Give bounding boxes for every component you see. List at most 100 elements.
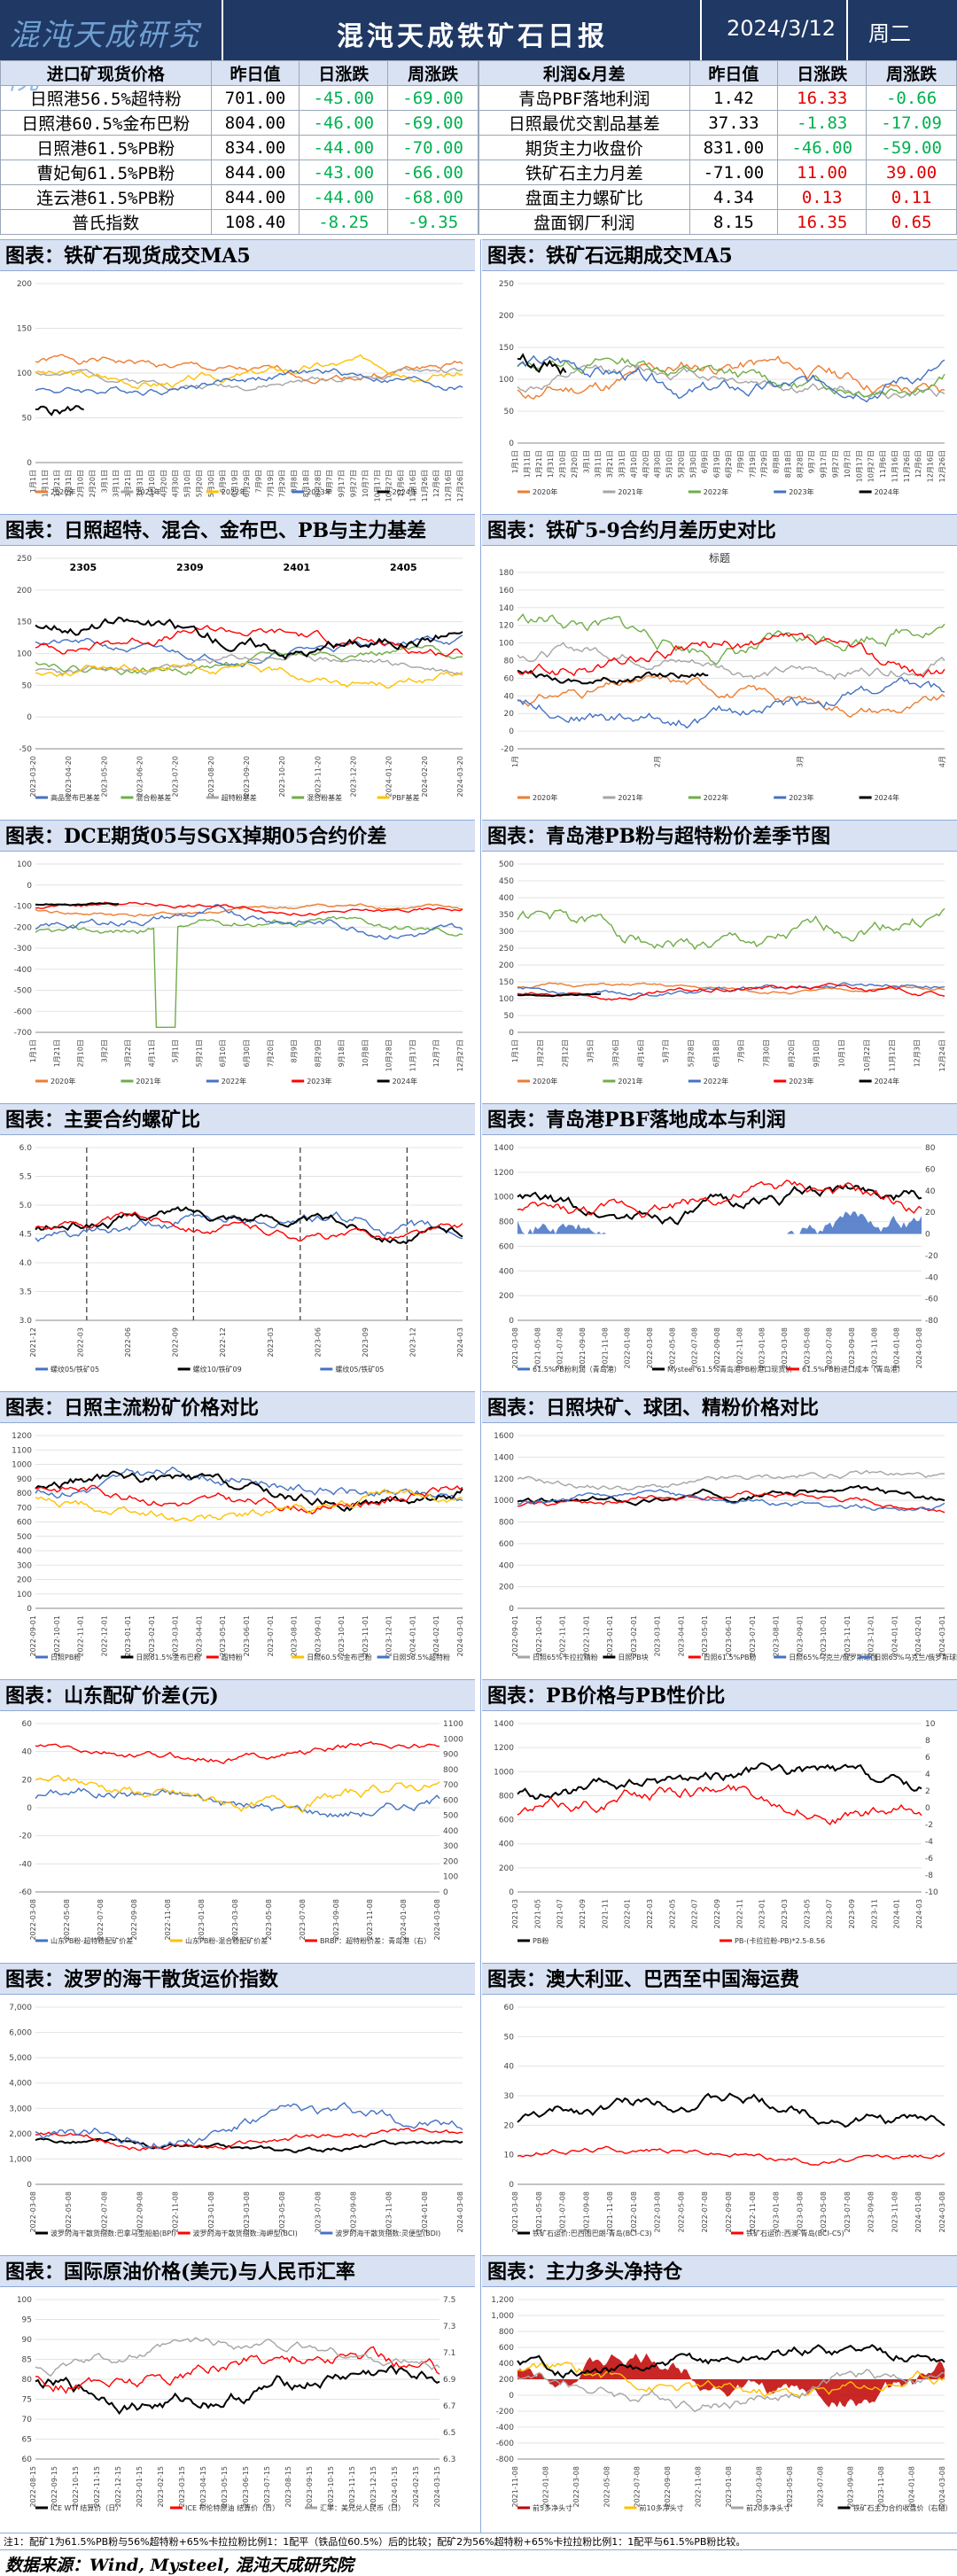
row-value: 1.42 (689, 85, 779, 111)
row-weekly-change: -69.00 (387, 110, 478, 136)
x-tick-label: 1月21日 (53, 470, 61, 497)
legend-label: 日照65%乌克兰/俄罗斯球团 (875, 1653, 957, 1662)
y-tick-label: 60 (22, 1720, 33, 1729)
x-tick-label: 2021-07 (556, 1899, 564, 1928)
y-tick-label: 140 (499, 604, 514, 613)
x-tick-label: 2022-05-08 (65, 2191, 73, 2233)
y2-tick-label: 1000 (443, 1735, 463, 1744)
x-tick-label: 12月3日 (914, 1039, 922, 1067)
y-tick-label: 50 (22, 415, 33, 424)
x-tick-label: 1月11日 (523, 450, 531, 478)
x-tick-label: 2022-10-01 (535, 1615, 543, 1657)
series-line (517, 354, 945, 403)
x-tick-label: 10月27日 (385, 470, 393, 502)
spot-price-table: 进口矿现货价格 昨日值 日涨跌 周涨跌 日照港56.5%超特粉 701.00 -45.00… (0, 60, 478, 235)
x-tick-label: 2021-09 (579, 1899, 587, 1928)
profit-spread-table-header: 利润&月差 昨日值 日涨跌 周涨跌 (478, 60, 957, 86)
chart-panel: 0 200 400 600 800 1000 1200 1400 -10 -8 -6 -4 -2 0 2 4 6… (482, 1711, 957, 1954)
x-tick-label: 2022-07-08 (100, 2191, 108, 2233)
legend-label: 2024年 (393, 487, 417, 496)
row-weekly-change: 39.00 (866, 160, 957, 185)
x-tick-label: 2022-07-08 (701, 2191, 709, 2233)
x-tick-label: 2022-05-08 (63, 1899, 71, 1941)
x-tick-label: 2024-01-01 (891, 1615, 899, 1657)
x-tick-label: 4月10日 (630, 450, 638, 478)
series-line (35, 1470, 463, 1513)
row-weekly-change: -9.35 (387, 209, 478, 235)
y-tick-label: 7,000 (9, 2004, 32, 2012)
y2-tick-label: 400 (443, 1827, 458, 1836)
x-tick-label: 8月29日 (314, 1039, 322, 1067)
series-line (517, 1484, 945, 1506)
x-tick-label: 11月12日 (888, 1039, 896, 1071)
x-tick-label: 2023-06-01 (243, 1615, 251, 1657)
x-tick-label: 6月10日 (219, 1039, 227, 1067)
y-tick-label: 0 (509, 1029, 514, 1038)
table-row: 日照最优交割品基差 37.33 -1.83 -17.09 (478, 110, 957, 136)
chart-panel: 0 50 100 150 200 1月1日 1月11日 1月21日 1月31日 2月10日 2月20… (0, 271, 475, 505)
x-tick-label: 6月19日 (713, 450, 721, 478)
x-tick-label: 2023-03-08 (243, 2191, 251, 2233)
row-value: 8.15 (689, 209, 779, 235)
series-line (35, 368, 463, 396)
x-tick-label: 2024-02-15 (412, 2466, 420, 2508)
y-tick-label: 100 (499, 640, 514, 649)
x-tick-label: 4月11日 (148, 1039, 156, 1067)
x-tick-label: 2021-12 (29, 1327, 37, 1357)
x-tick-label: 9月17日 (338, 470, 346, 497)
y-tick-label: 400 (499, 2360, 514, 2369)
series-line (517, 355, 945, 401)
y2-tick-label: 6.5 (443, 2429, 455, 2438)
x-tick-label: 2023-11-01 (844, 1615, 852, 1657)
y-tick-label: -40 (19, 1860, 32, 1869)
table-header-cell: 日涨跌 (777, 60, 868, 86)
x-tick-label: 2024-01-01 (408, 1615, 416, 1657)
legend-label: PB粉 (533, 1936, 549, 1945)
header-divider (846, 0, 848, 60)
x-tick-label: 6月9日 (219, 470, 227, 493)
x-tick-label: 2022-03-08 (572, 2466, 580, 2508)
series-line (35, 904, 463, 940)
contract-annotation: 2405 (390, 562, 417, 573)
x-tick-label: 12月26日 (456, 470, 464, 502)
x-tick-label: 2023-05-08 (803, 1327, 811, 1369)
x-tick-label: 1月22日 (536, 1039, 544, 1067)
y-tick-label: 400 (17, 1547, 32, 1556)
chart-svg: 60 65 70 75 80 85 90 95 100 6.3 6.5 6.7 6.9 7.1 7.3 7.5… (17, 2296, 456, 2512)
x-tick-label: 4月20日 (160, 470, 167, 497)
x-tick-label: 2023-09-01 (796, 1615, 804, 1657)
company-logo: 混沌天成研究院 (9, 7, 213, 97)
x-tick-label: 2022-09 (713, 1899, 721, 1928)
y2-tick-label: 100 (443, 1873, 458, 1882)
x-tick-label: 2023-04-20 (65, 756, 73, 798)
row-value: 844.00 (210, 160, 300, 185)
y2-tick-label: 40 (925, 1187, 936, 1196)
series-line (35, 2128, 463, 2152)
x-tick-label: 2022-09 (172, 1327, 180, 1357)
x-tick-label: 2023-12-15 (370, 2466, 377, 2508)
contract-annotation: 2309 (176, 562, 204, 573)
x-tick-label: 2022-09-08 (136, 2191, 144, 2233)
y2-tick-label: 300 (443, 1842, 458, 1851)
legend-label: 2022年 (222, 487, 246, 496)
x-tick-label: 2023-02-01 (148, 1615, 156, 1657)
row-name: 盘面钢厂利润 (478, 209, 690, 235)
chart-svg: 3.0 3.5 4.0 4.5 5.0 5.5 6.0 2021-12 2022-03 2022-… (19, 1144, 464, 1374)
y-tick-label: 150 (17, 325, 32, 334)
legend-label: 2022年 (704, 487, 728, 496)
x-tick-label: 7月29日 (278, 470, 286, 497)
row-weekly-change: -70.00 (387, 135, 478, 160)
x-tick-label: 2023-05-01 (701, 1615, 709, 1657)
x-tick-label: 2023-03-08 (231, 1899, 239, 1941)
table-row: 盘面主力螺矿比 4.34 0.13 0.11 (478, 184, 957, 210)
y2-tick-label: 0 (443, 1888, 448, 1897)
x-tick-label: 2022-03-08 (646, 1327, 654, 1369)
series-line (35, 662, 463, 689)
legend-label: 日照61.5%PB粉 (704, 1653, 757, 1662)
x-tick-label: 3月21日 (606, 450, 614, 478)
y-tick-label: 0 (27, 882, 32, 891)
contract-annotation: 2401 (284, 562, 311, 573)
report-title: 混沌天成铁矿石日报 (337, 21, 608, 52)
x-tick-label: 2023-06 (314, 1327, 322, 1357)
chart-panel: -60 -40 -20 0 20 40 60 0 100 200 300 400 500 600 700 80… (0, 1711, 475, 1954)
